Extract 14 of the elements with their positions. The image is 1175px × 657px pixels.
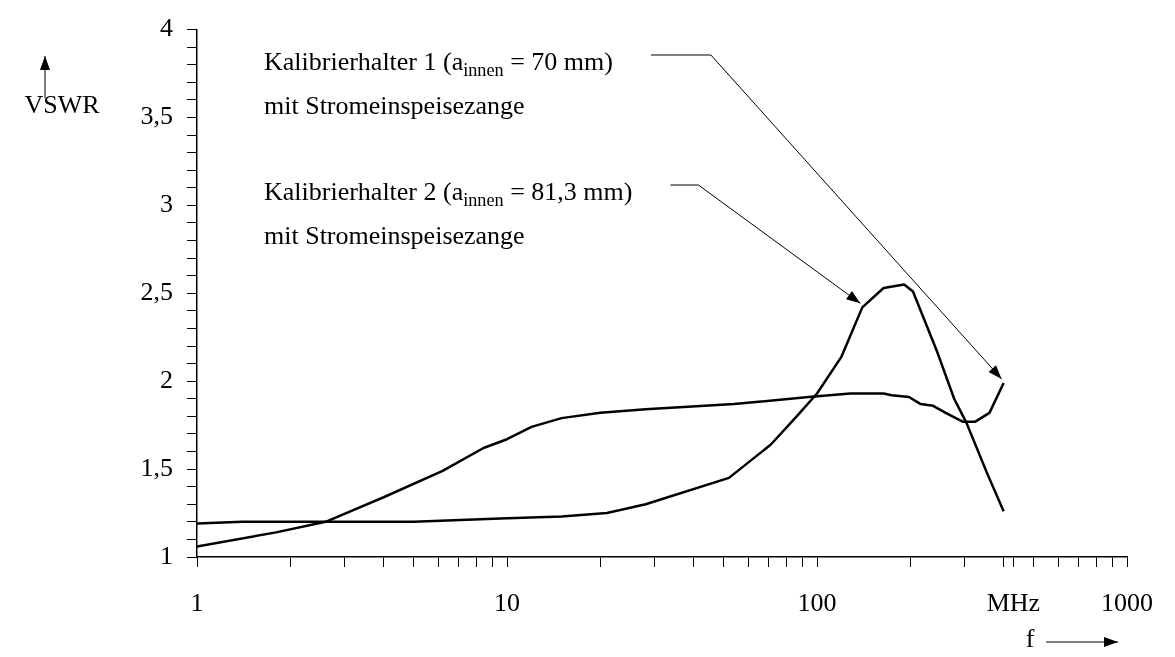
- x-tick-label: 1000: [1101, 588, 1153, 618]
- y-tick-label: 2: [160, 365, 173, 395]
- x-tick-label: MHz: [986, 588, 1041, 618]
- y-tick-label: 2,5: [140, 277, 173, 307]
- x-axis-title: f: [1025, 623, 1035, 653]
- y-tick-label: 1: [160, 540, 173, 570]
- x-tick-label: 100: [797, 588, 837, 618]
- y-tick-label: 1,5: [140, 452, 173, 482]
- y-tick-label: 3: [160, 189, 173, 219]
- y-tick-label: 4: [160, 13, 173, 43]
- x-tick-label: 10: [494, 588, 520, 618]
- y-axis-title: VSWR: [24, 89, 101, 119]
- x-tick-label: 1: [190, 588, 204, 618]
- y-tick-label: 3,5: [140, 101, 173, 131]
